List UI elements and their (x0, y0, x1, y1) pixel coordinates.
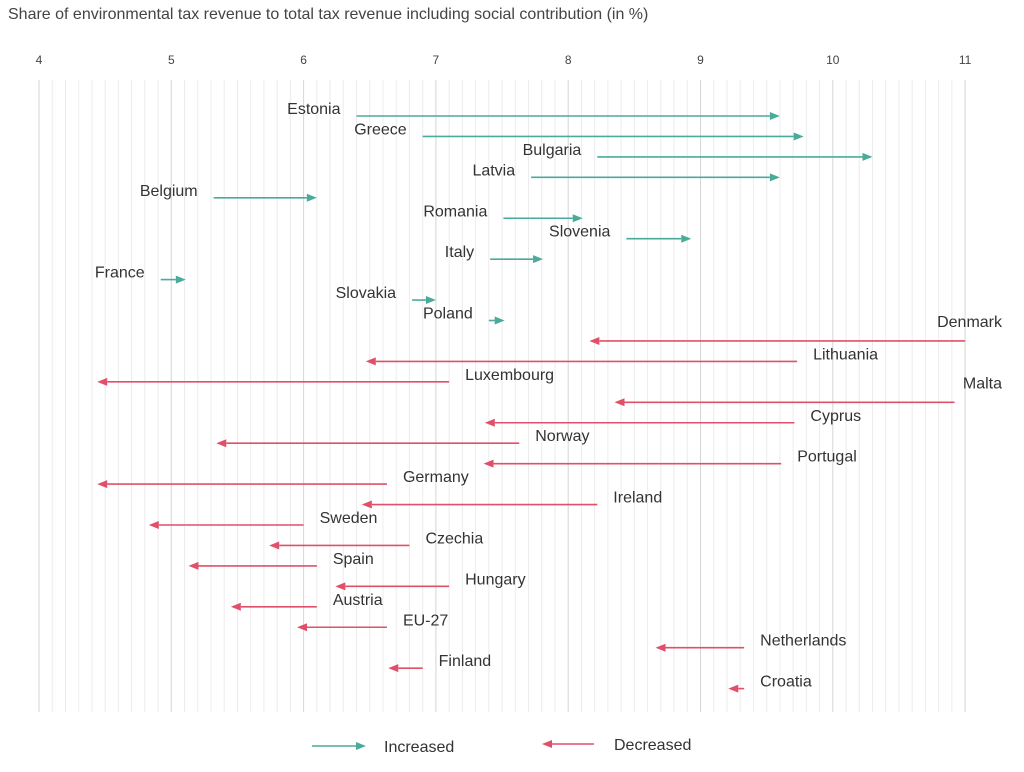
country-label: EU-27 (403, 612, 448, 629)
arrow-portugal (483, 459, 782, 468)
country-label: Bulgaria (523, 142, 582, 159)
arrow-hungary (335, 582, 450, 591)
arrow-lithuania (365, 357, 798, 366)
country-label: Finland (439, 653, 491, 670)
arrow-estonia (356, 112, 780, 120)
arrow-bulgaria (597, 152, 873, 161)
arrow-netherlands (655, 643, 745, 652)
country-label: Austria (333, 592, 383, 609)
arrow-eu-27 (296, 623, 387, 632)
country-label: Poland (423, 306, 473, 323)
arrow-germany (97, 480, 387, 489)
arrow-sweden (148, 521, 304, 529)
arrow-spain (188, 561, 317, 570)
country-label: Netherlands (760, 633, 846, 650)
arrow-malta (614, 398, 955, 407)
country-label: Spain (333, 551, 374, 568)
country-label: Malta (963, 375, 1002, 392)
legend: Increased Decreased (312, 737, 691, 756)
country-label: Latvia (472, 162, 515, 179)
arrow-denmark (589, 336, 966, 345)
country-label: Ireland (613, 490, 662, 507)
x-tick-label: 4 (36, 53, 43, 67)
country-labels: Estonia Greece Bulgaria Latvia Belgium Romani… (95, 101, 1003, 691)
gridlines (38, 80, 966, 712)
arrow-ireland (361, 500, 598, 509)
country-label: Slovenia (549, 224, 610, 241)
x-tick-label: 11 (959, 53, 972, 67)
arrow-latvia (531, 173, 780, 182)
country-label: Hungary (465, 571, 525, 588)
x-tick-label: 6 (300, 53, 307, 67)
arrow-finland (388, 664, 423, 673)
arrow-austria (230, 602, 317, 611)
country-label: Denmark (937, 314, 1003, 331)
arrow-slovenia (626, 234, 692, 243)
legend-label-increased: Increased (384, 739, 454, 756)
country-label: Czechia (425, 530, 483, 547)
x-axis-ticks: 4 5 6 7 8 9 10 11 (36, 53, 972, 67)
country-label: Italy (445, 244, 474, 261)
arrow-belgium (213, 193, 317, 202)
arrow-romania (503, 214, 583, 223)
arrows (97, 112, 966, 693)
arrow-norway (216, 439, 520, 448)
x-tick-label: 8 (565, 53, 572, 67)
country-label: Slovakia (336, 285, 397, 302)
legend-item-increased: Increased (312, 739, 454, 756)
x-tick-label: 7 (433, 53, 440, 67)
chart-title: Share of environmental tax revenue to to… (8, 6, 649, 23)
country-label: Croatia (760, 674, 812, 691)
arrow-slovakia (412, 296, 436, 305)
country-label: Germany (403, 469, 469, 486)
country-label: Norway (535, 428, 589, 445)
x-tick-label: 9 (697, 53, 704, 67)
arrow-italy (490, 255, 544, 264)
country-label: Luxembourg (465, 367, 554, 384)
country-label: Greece (354, 121, 407, 138)
legend-label-decreased: Decreased (614, 737, 691, 754)
legend-item-decreased: Decreased (542, 737, 691, 754)
country-label: Sweden (320, 510, 378, 527)
country-label: Cyprus (810, 408, 861, 425)
country-label: Estonia (287, 101, 340, 118)
arrow-poland (488, 316, 505, 325)
country-label: Lithuania (813, 346, 878, 363)
country-label: Portugal (797, 449, 857, 466)
arrow-greece (422, 132, 804, 141)
arrow-cyprus (484, 418, 795, 427)
x-tick-label: 10 (826, 53, 840, 67)
country-label: Romania (423, 203, 487, 220)
arrow-france (160, 275, 186, 284)
arrow-luxembourg (97, 377, 450, 386)
country-label: Belgium (140, 183, 198, 200)
x-tick-label: 5 (168, 53, 175, 67)
country-label: France (95, 265, 145, 282)
arrow-czechia (269, 541, 410, 550)
arrow-croatia (728, 684, 745, 693)
